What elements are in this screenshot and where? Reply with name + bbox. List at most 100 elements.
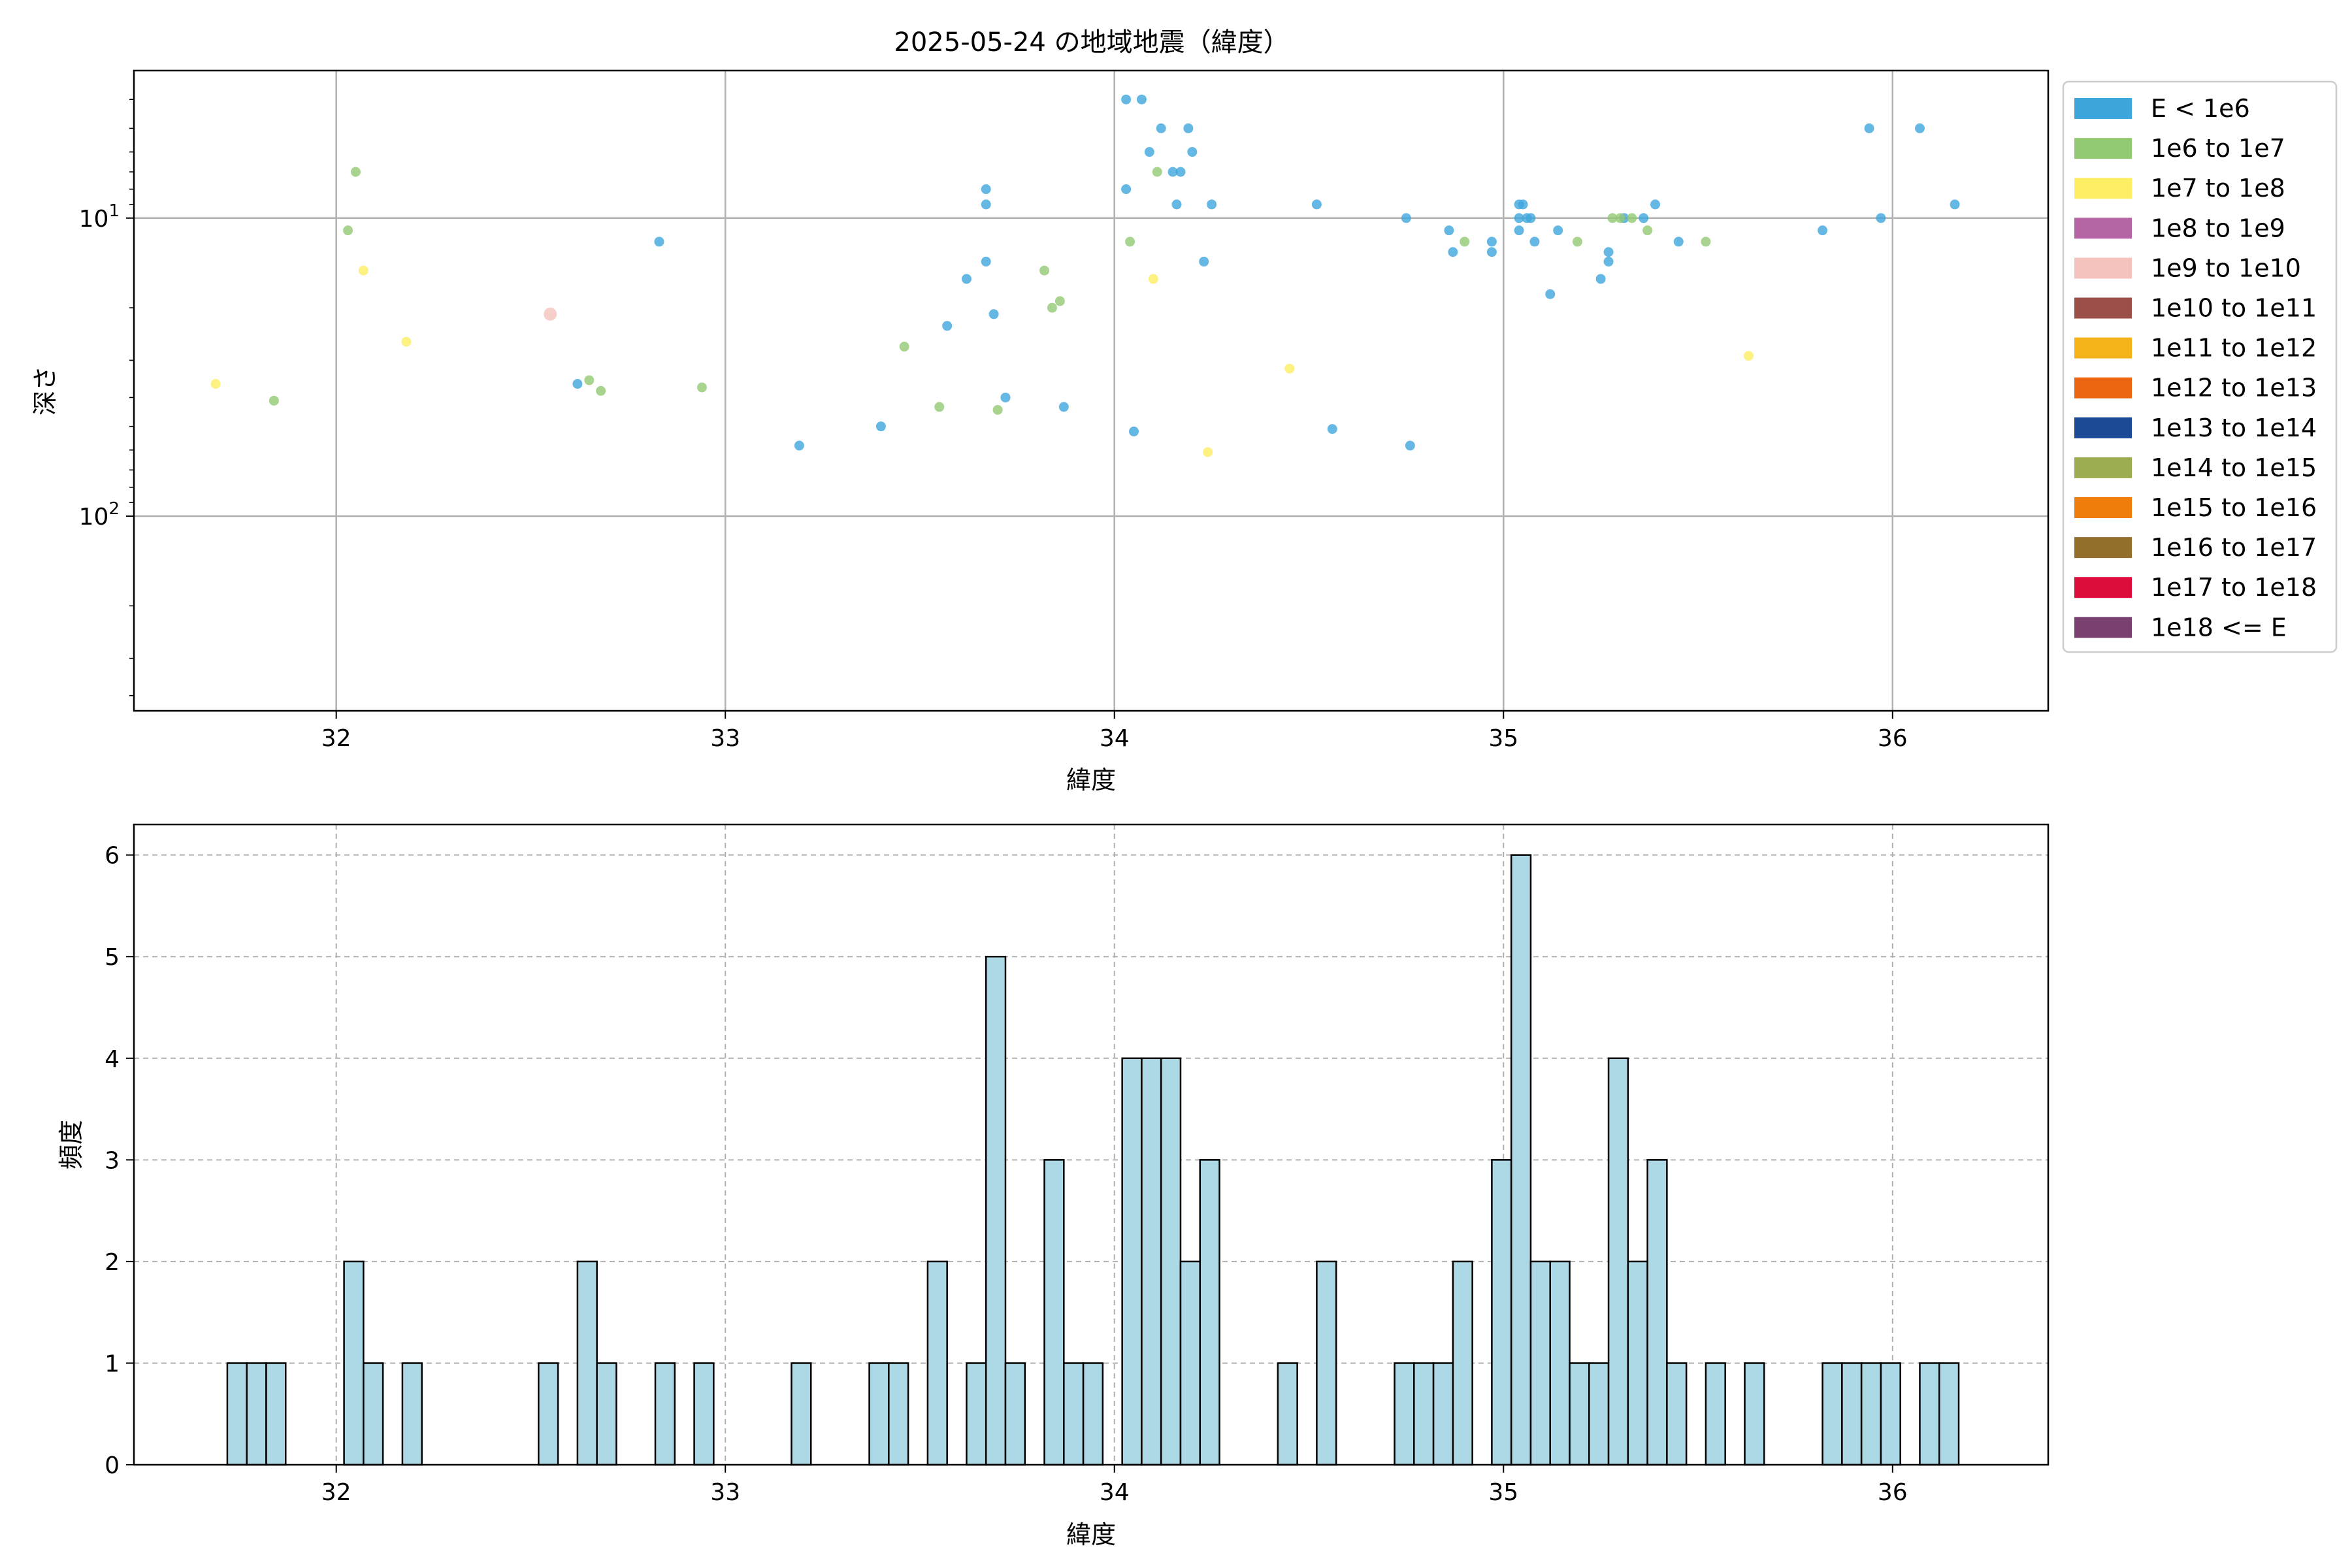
histogram-bar: [343, 1260, 365, 1466]
scatter-point: [1187, 147, 1198, 157]
histogram-y-ticks: 0 1 2 3 4 5 6: [105, 843, 134, 1479]
scatter-point: [1514, 213, 1524, 223]
histogram-x-tick-label: 33: [710, 1479, 740, 1506]
scatter-point: [1572, 237, 1582, 247]
scatter-point: [1199, 256, 1209, 267]
scatter-point: [1639, 213, 1649, 223]
histogram-bar: [596, 1362, 617, 1466]
scatter-x-tick-label: 36: [1878, 725, 1908, 752]
histogram-bar: [1413, 1362, 1435, 1466]
legend-frame: [2062, 80, 2338, 653]
scatter-point: [1448, 247, 1458, 257]
legend-label: 1e18 <= E: [2151, 613, 2287, 642]
scatter-point: [350, 167, 361, 177]
histogram-bar: [1121, 1057, 1143, 1466]
scatter-x-tick-label: 35: [1488, 725, 1518, 752]
histogram-bar: [1549, 1260, 1571, 1466]
scatter-y-ticks: 101 102: [79, 99, 134, 696]
histogram-y-tick-label: 0: [105, 1452, 120, 1479]
scatter-point: [1168, 167, 1178, 177]
legend-swatch: [2074, 218, 2132, 239]
scatter-point: [1460, 237, 1470, 247]
scatter-point: [1047, 302, 1057, 313]
histogram-bar: [1607, 1057, 1629, 1466]
scatter-point: [1207, 199, 1217, 210]
histogram-x-axis-label: 緯度: [1066, 1520, 1116, 1549]
scatter-point: [981, 256, 991, 267]
scatter-point: [1058, 402, 1069, 412]
scatter-point: [1148, 274, 1158, 284]
legend-swatch: [2074, 98, 2132, 119]
scatter-point: [1595, 274, 1606, 284]
scatter-point: [572, 379, 583, 389]
scatter-point: [934, 402, 945, 412]
histogram-y-axis-label: 頻度: [57, 1120, 86, 1169]
scatter-y-tick-label: 101: [79, 201, 120, 233]
scatter-plot-frame: [133, 69, 2050, 712]
legend: E < 1e6 1e6 to 1e7 1e7 to 1e8 1e8 to 1e9 1e9…: [2062, 80, 2338, 653]
histogram-plot-frame: [133, 823, 2050, 1466]
legend-label: 1e8 to 1e9: [2151, 214, 2285, 242]
scatter-point: [1000, 392, 1011, 402]
scatter-point: [1121, 184, 1132, 195]
scatter-point: [1603, 256, 1614, 267]
histogram-y-tick-label: 6: [105, 843, 120, 870]
scatter-point: [875, 421, 886, 432]
scatter-point: [544, 307, 557, 321]
histogram-bar: [246, 1362, 267, 1466]
scatter-point: [1518, 199, 1528, 210]
legend-swatch: [2074, 537, 2132, 559]
histogram-y-tick-label: 4: [105, 1046, 120, 1073]
histogram-bar: [1491, 1159, 1512, 1466]
legend-label: 1e11 to 1e12: [2151, 334, 2317, 363]
histogram-bar: [1277, 1362, 1298, 1466]
scatter-x-tick-label: 33: [710, 725, 740, 752]
legend-swatch: [2074, 337, 2132, 359]
scatter-point: [1039, 265, 1050, 276]
histogram-bar: [1316, 1260, 1337, 1466]
scatter-point: [942, 321, 953, 331]
scatter-x-ticks: 32 33 34 35 36: [321, 711, 1908, 752]
legend-label: 1e7 to 1e8: [2151, 174, 2285, 203]
histogram-bar: [926, 1260, 948, 1466]
legend-swatch: [2074, 257, 2132, 279]
histogram-bar: [1199, 1159, 1220, 1466]
scatter-point: [1529, 237, 1540, 247]
histogram-x-tick-label: 32: [321, 1479, 351, 1506]
histogram-bar: [1141, 1057, 1162, 1466]
scatter-point: [1405, 440, 1415, 451]
legend-swatch: [2074, 138, 2132, 159]
legend-swatch: [2074, 497, 2132, 518]
histogram-bar: [1452, 1260, 1473, 1466]
scatter-point: [981, 184, 991, 195]
scatter-point: [1864, 123, 1874, 133]
scatter-point: [1486, 237, 1497, 247]
scatter-point: [210, 379, 221, 389]
histogram-bar: [1432, 1362, 1454, 1466]
scatter-point: [1203, 447, 1213, 457]
histogram-bar: [1860, 1362, 1882, 1466]
histogram-bar: [693, 1362, 715, 1466]
legend-label: 1e13 to 1e14: [2151, 414, 2317, 442]
scatter-point: [401, 336, 412, 347]
legend-items: E < 1e6 1e6 to 1e7 1e7 to 1e8 1e8 to 1e9 1e9…: [2074, 94, 2317, 642]
histogram-bar: [1004, 1362, 1026, 1466]
scatter-point: [269, 395, 279, 406]
histogram-bar: [1179, 1260, 1201, 1466]
histogram-bar: [1160, 1057, 1182, 1466]
scatter-point: [992, 404, 1003, 415]
scatter-point: [1171, 199, 1182, 210]
histogram-bar: [1510, 854, 1532, 1466]
scatter-y-tick-label: 102: [79, 499, 120, 531]
scatter-x-axis-label: 緯度: [1066, 766, 1116, 794]
histogram-bar: [1705, 1362, 1726, 1466]
scatter-point: [981, 199, 991, 210]
legend-label: 1e10 to 1e11: [2151, 294, 2317, 323]
scatter-point: [1553, 225, 1563, 236]
scatter-point: [696, 382, 707, 393]
scatter-panel: 2025-05-24 の地域地震（緯度） 32 33 34 35 36 101 102 緯…: [31, 27, 2050, 794]
histogram-bar: [1569, 1362, 1590, 1466]
legend-label: 1e12 to 1e13: [2151, 374, 2317, 402]
histogram-bar: [1627, 1260, 1648, 1466]
